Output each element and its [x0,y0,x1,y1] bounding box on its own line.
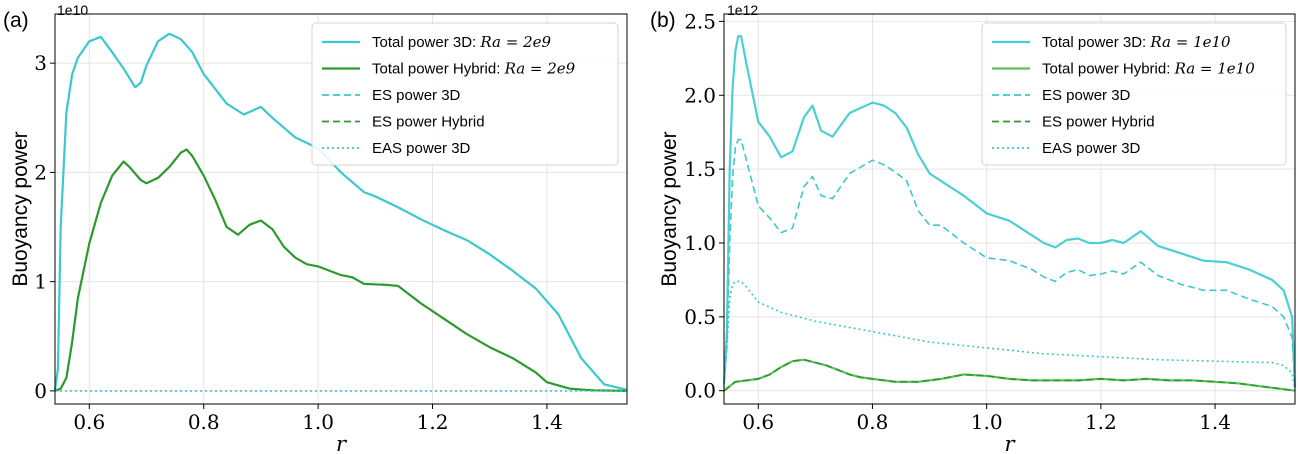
legend-label: EAS power 3D [1042,140,1141,157]
panel-label: (b) [650,9,676,32]
legend-label: Total power 3D: Ra = 1e10 [1042,33,1231,51]
x-tick-label: 1.2 [417,410,449,434]
x-axis-label: r [1004,432,1016,454]
y-tick-label: 0.0 [684,379,716,403]
series-line-total-power-hybrid [723,358,1296,392]
panel-label: (a) [3,9,29,32]
y-scale-label: 1e10 [57,2,88,18]
legend-label-text: ES power 3D [1042,87,1131,104]
y-tick-label: 1 [34,270,47,294]
x-tick-label: 1.2 [1085,410,1117,434]
legend-label-text: Total power 3D: [1042,34,1150,51]
y-tick-label: 2.0 [684,83,716,107]
legend-label-text: EAS power 3D [372,140,471,157]
legend-label: ES power Hybrid [1042,114,1155,131]
legend-label: Total power Hybrid: Ra = 1e10 [1042,60,1255,78]
legend-box [981,22,1287,166]
legend-label: Total power Hybrid: Ra = 2e9 [372,60,576,78]
legend-label-text: Total power 3D: [372,34,480,51]
legend-label-math: Ra = 1e10 [1174,60,1256,78]
legend-label-text: EAS power 3D [1042,140,1141,157]
series-line-es-power-hybrid [723,358,1296,392]
y-tick-label: 2 [34,160,47,184]
x-tick-label: 1.4 [531,410,563,434]
legend-label-math: Ra = 2e9 [479,33,551,51]
x-tick-label: 1.0 [971,410,1003,434]
chart-panel-b: 0.6 0.8 1.0 1.2 1.4 0.0 0.5 1.0 1.5 2.0 2.5 1e12 (b)… [650,2,1297,454]
legend-label-math: Ra = 1e10 [1149,33,1231,51]
legend-label: ES power Hybrid [372,114,485,131]
legend-label: ES power 3D [1042,87,1131,104]
legend-label-text: Total power Hybrid: [1042,61,1175,78]
chart-panel-a: 0.6 0.8 1.0 1.2 1.4 0 1 2 3 1e10 (a) r Buoyancy powe… [3,2,628,454]
x-tick-label: 0.8 [857,410,889,434]
y-axis-label: Buoyancy power [9,131,32,286]
legend-label-text: Total power Hybrid: [372,61,505,78]
y-axis-label: Buoyancy power [658,131,681,286]
series-line-es-power-3d [54,32,628,391]
y-tick-label: 3 [34,51,47,75]
legend-label: ES power 3D [372,87,461,104]
y-tick-label: 0 [34,379,47,403]
legend-label-text: ES power 3D [372,87,461,104]
legend-label-text: ES power Hybrid [372,114,485,131]
x-axis-label: r [336,432,348,454]
series-line-total-power-hybrid [54,148,628,392]
x-tick-label: 1.4 [1199,410,1231,434]
x-tick-label: 0.8 [188,410,220,434]
x-tick-label: 1.0 [302,410,334,434]
series-line-eas-power-3d [723,280,1296,391]
series-line-total-power-3d [722,35,1297,388]
y-tick-label: 2.5 [684,9,716,33]
plot-frame [723,13,1296,405]
legend-box [311,22,619,166]
x-tick-label: 0.6 [73,410,105,434]
x-tick-label: 0.6 [742,410,774,434]
y-tick-label: 1.0 [684,231,716,255]
legend-label-math: Ra = 2e9 [504,60,576,78]
y-tick-label: 1.5 [684,157,716,181]
legend-label: EAS power 3D [372,140,471,157]
legend-label: Total power 3D: Ra = 2e9 [372,33,551,51]
legend-label-text: ES power Hybrid [1042,114,1155,131]
series-line-es-power-3d [723,138,1296,388]
series-line-es-power-hybrid [54,148,628,392]
plot-frame [54,13,628,405]
y-scale-label: 1e12 [727,2,758,18]
y-tick-label: 0.5 [684,305,716,329]
